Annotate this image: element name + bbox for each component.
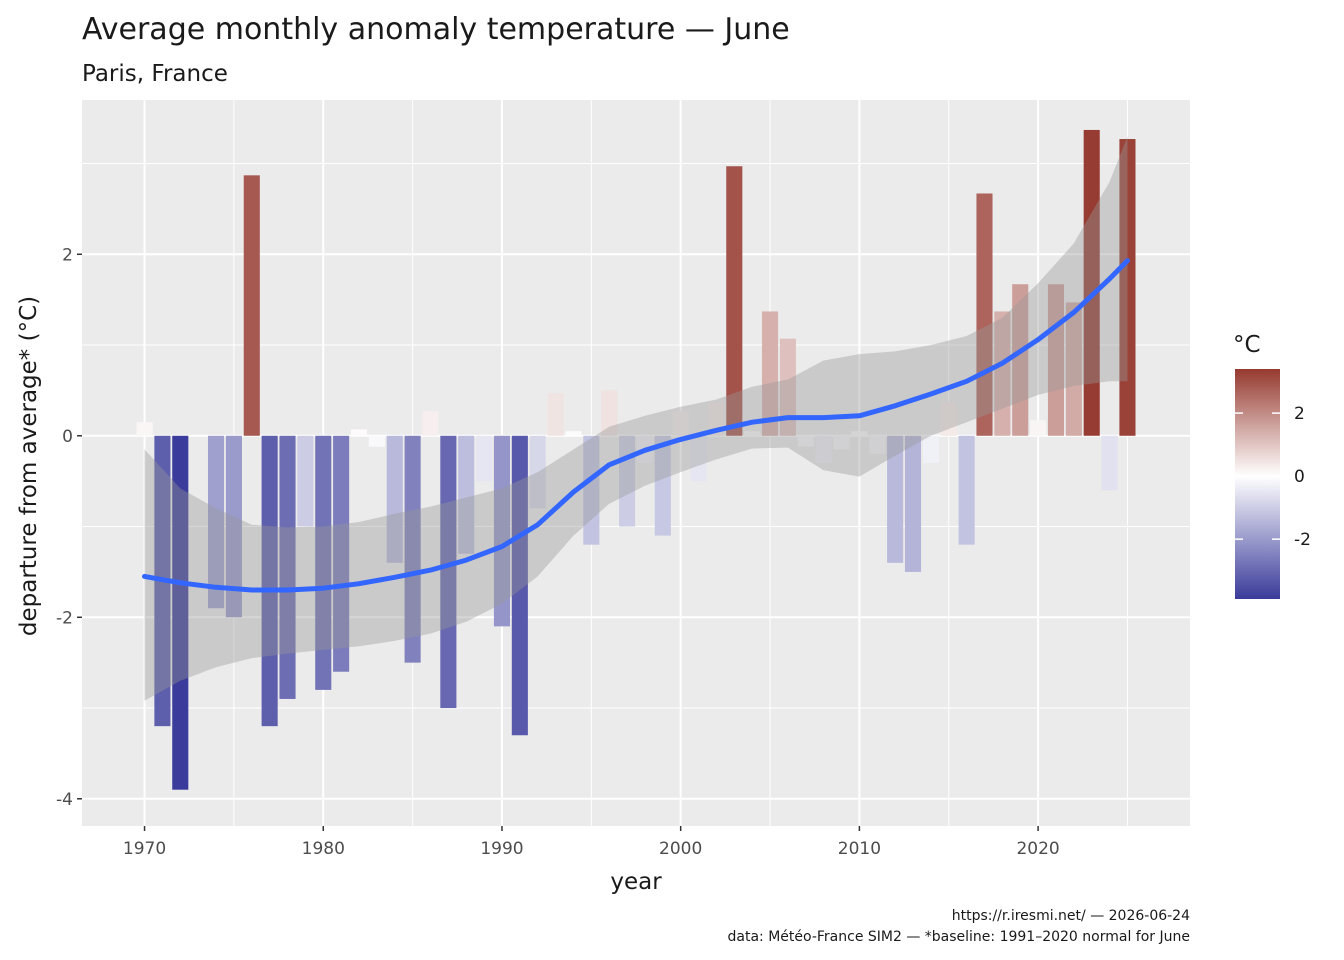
bar-2005 [761, 311, 779, 436]
x-tick-label: 2000 [659, 839, 702, 859]
smooth-confidence-band [144, 136, 1128, 701]
chart-subtitle: Paris, France [82, 61, 228, 87]
bar-2024 [1101, 435, 1118, 491]
bar-1977 [261, 435, 278, 727]
legend-title: °C [1233, 332, 1261, 358]
bar-1976 [243, 175, 260, 436]
bar-2025 [1119, 139, 1136, 436]
y-tick-label: 2 [62, 245, 73, 265]
color-legend: °C 2 0 -2 [1233, 332, 1311, 599]
bar-2012 [887, 435, 904, 563]
bar-1982 [350, 429, 368, 436]
anomaly-bars [136, 129, 1136, 790]
bar-2014 [922, 435, 939, 463]
bar-2006 [779, 338, 796, 436]
bar-1988 [458, 435, 475, 554]
bar-2010 [851, 431, 868, 436]
bar-2007 [797, 435, 814, 447]
bar-2009 [833, 435, 850, 450]
y-tick-label: -2 [56, 608, 73, 628]
bar-1990 [493, 435, 511, 627]
y-tick-label: -4 [56, 790, 73, 810]
x-tick-label: 2010 [838, 839, 881, 859]
bar-2001 [690, 435, 707, 482]
x-tick-label: 1970 [123, 839, 166, 859]
bar-1989 [476, 435, 493, 482]
bar-2023 [1083, 129, 1100, 436]
bar-1985 [404, 435, 421, 663]
bar-2016 [958, 435, 975, 545]
legend-tick-label: -2 [1294, 530, 1311, 550]
bar-2015 [940, 402, 957, 436]
bar-1972 [172, 435, 189, 790]
legend-tick-label: 2 [1294, 404, 1305, 424]
bar-2013 [904, 435, 922, 572]
bar-2008 [815, 435, 832, 463]
y-axis-ticks: -4 -2 0 2 [56, 245, 82, 810]
bar-1981 [333, 435, 350, 672]
bar-2011 [869, 435, 886, 454]
bar-1993 [547, 393, 564, 436]
legend-ticks: 2 0 -2 [1235, 404, 1311, 550]
caption-line-2: data: Météo-France SIM2 — *baseline: 199… [728, 929, 1191, 945]
legend-colorbar [1235, 369, 1280, 599]
bar-1995 [583, 435, 600, 545]
bar-2022 [1065, 302, 1082, 436]
y-axis-title: departure from average* (°C) [16, 296, 42, 636]
x-tick-label: 2020 [1016, 839, 1059, 859]
bar-1975 [225, 435, 242, 618]
legend-tick-label: 0 [1294, 467, 1305, 487]
bar-1983 [368, 435, 385, 447]
bar-1994 [565, 431, 582, 436]
bar-1996 [601, 390, 618, 436]
bar-2018 [994, 311, 1011, 436]
bar-2019 [1012, 284, 1029, 436]
chart-title: Average monthly anomaly temperature — Ju… [82, 12, 790, 47]
caption-line-1: https://r.iresmi.net/ — 2026-06-24 [952, 908, 1190, 924]
y-tick-label: 0 [62, 427, 73, 447]
x-axis-title: year [610, 869, 662, 895]
bar-1986 [422, 411, 439, 436]
bar-1987 [440, 435, 457, 709]
x-tick-label: 1990 [480, 839, 523, 859]
x-axis-ticks: 1970 1980 1990 2000 2010 2020 [123, 826, 1060, 859]
bar-2020 [1030, 420, 1047, 436]
bar-1984 [386, 435, 403, 563]
bar-2000 [672, 411, 689, 436]
bar-1979 [297, 435, 314, 527]
smooth-trend-line [142, 258, 1130, 593]
bar-1970 [136, 422, 153, 436]
bar-1991 [511, 435, 528, 736]
bar-1980 [315, 435, 332, 690]
x-tick-label: 1980 [302, 839, 345, 859]
bar-1992 [529, 435, 546, 509]
bar-2004 [744, 431, 761, 436]
bar-1974 [207, 435, 225, 609]
bar-2003 [726, 166, 743, 436]
bar-1978 [279, 435, 296, 699]
bar-1999 [654, 435, 671, 536]
